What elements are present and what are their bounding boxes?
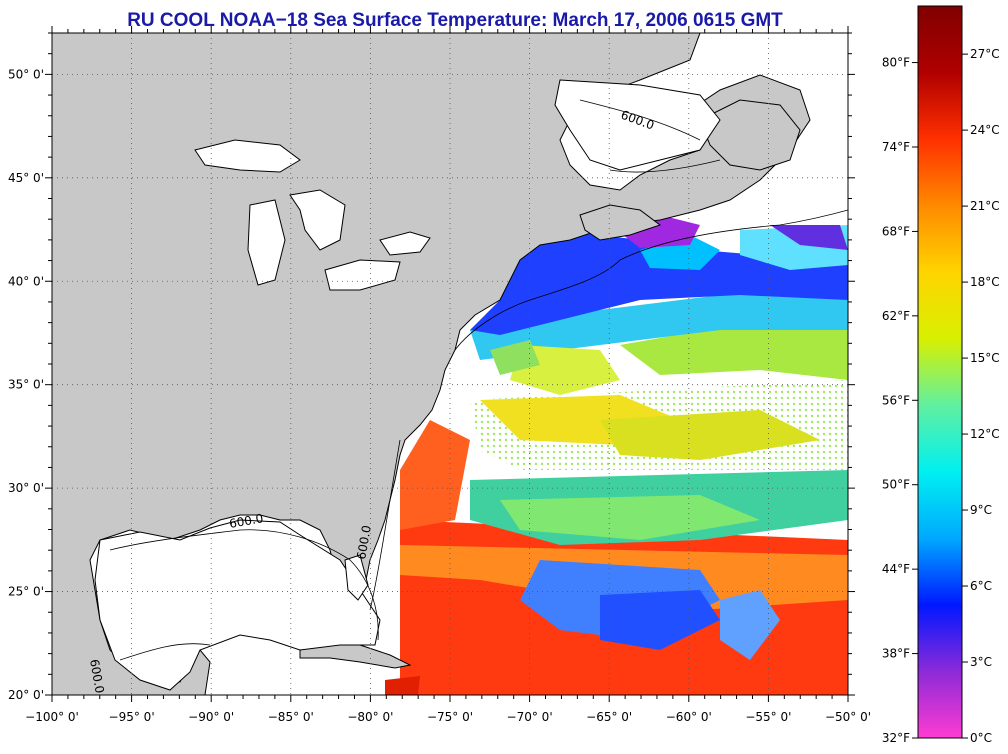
- lat-label: 45° 0': [8, 171, 44, 185]
- axis-ticks: [45, 26, 855, 702]
- latitude-labels: 20° 0' 25° 0' 30° 0' 35° 0' 40° 0' 45° 0' 50° …: [8, 67, 44, 702]
- lat-label: 30° 0': [8, 481, 44, 495]
- lon-label: −70° 0': [507, 710, 553, 724]
- lat-label: 25° 0': [8, 585, 44, 599]
- isobath-label: 600.0: [354, 524, 374, 560]
- lon-label: −90° 0': [188, 710, 234, 724]
- longitude-labels: −100° 0' −95° 0' −90° 0' −85° 0' −80° 0' −75°…: [25, 710, 871, 724]
- lon-label: −55° 0': [745, 710, 791, 724]
- lon-label: −85° 0': [268, 710, 314, 724]
- lon-label: −80° 0': [347, 710, 393, 724]
- map-gridlines: [52, 33, 848, 695]
- lon-label: −95° 0': [109, 710, 155, 724]
- chart-title: RU COOL NOAA−18 Sea Surface Temperature:…: [127, 10, 783, 31]
- isobath-contours: [109, 99, 848, 661]
- lon-label: −50° 0': [825, 710, 871, 724]
- lon-label: −60° 0': [666, 710, 712, 724]
- lakes-and-ice: [94, 79, 721, 691]
- land-masses: [52, 33, 811, 695]
- lon-label: −100° 0': [25, 710, 79, 724]
- lon-label: −75° 0': [427, 710, 473, 724]
- lat-label: 20° 0': [8, 688, 44, 702]
- isobath-label: 600.0: [87, 658, 107, 694]
- lon-label: −65° 0': [586, 710, 632, 724]
- isobath-label: 600.0: [228, 511, 264, 531]
- lat-label: 40° 0': [8, 274, 44, 288]
- sst-field: [385, 215, 848, 695]
- lat-label: 35° 0': [8, 378, 44, 392]
- lat-label: 50° 0': [8, 67, 44, 81]
